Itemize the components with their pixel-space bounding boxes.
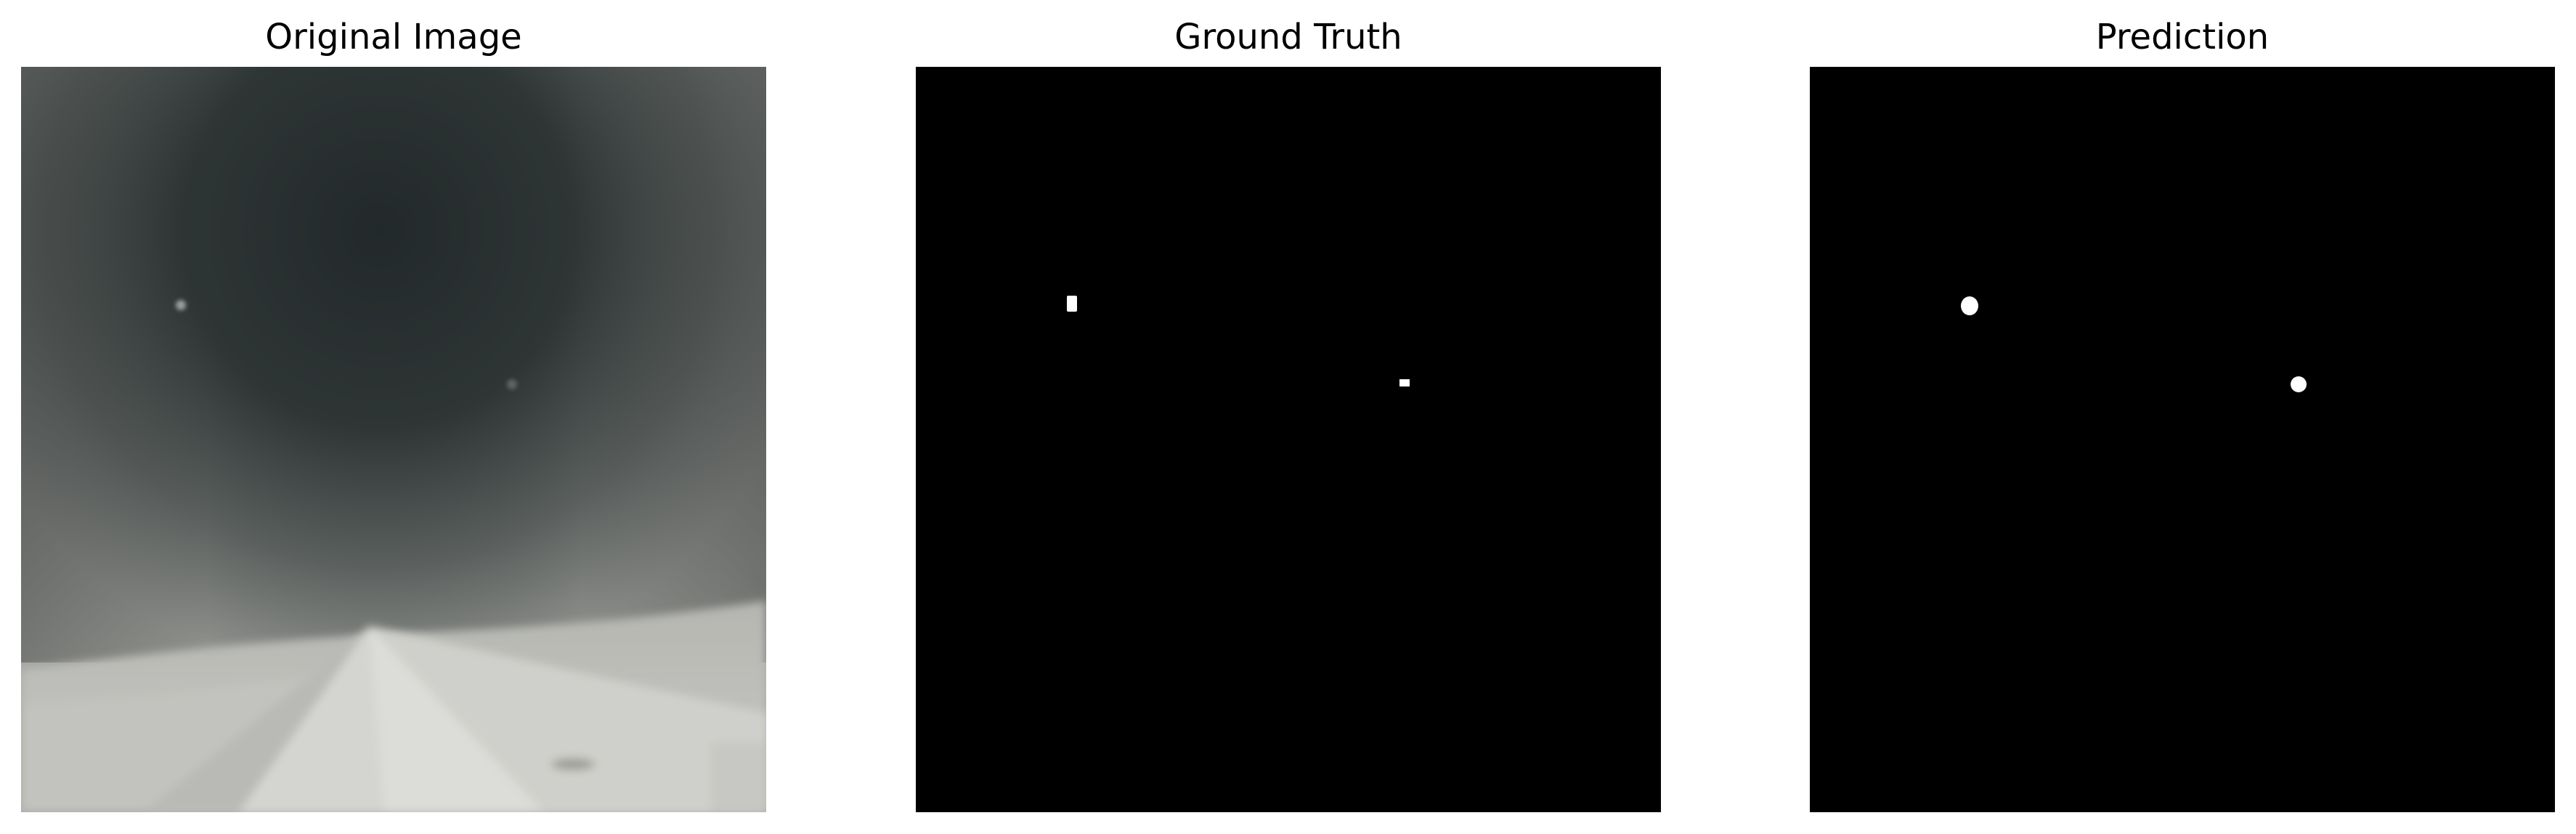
prediction-canvas [1810, 67, 2555, 812]
panel-title-original: Original Image [265, 17, 522, 57]
pred-blob-2 [2291, 376, 2307, 392]
sky-dot-1 [176, 300, 186, 310]
roof-structure [145, 568, 766, 812]
prediction-mask [1810, 67, 2555, 812]
gt-blob-2 [1399, 379, 1410, 386]
vignette [21, 67, 766, 663]
original-image [21, 67, 766, 812]
original-image-canvas [21, 67, 766, 812]
gt-blob-1 [1067, 296, 1077, 312]
ground-truth-mask [916, 67, 1661, 812]
ground-truth-canvas [916, 67, 1661, 812]
sky-dot-2 [507, 379, 517, 389]
pred-blob-1 [1961, 296, 1978, 315]
panel-title-prediction: Prediction [2095, 17, 2270, 57]
panel-title-ground-truth: Ground Truth [1174, 17, 1402, 57]
